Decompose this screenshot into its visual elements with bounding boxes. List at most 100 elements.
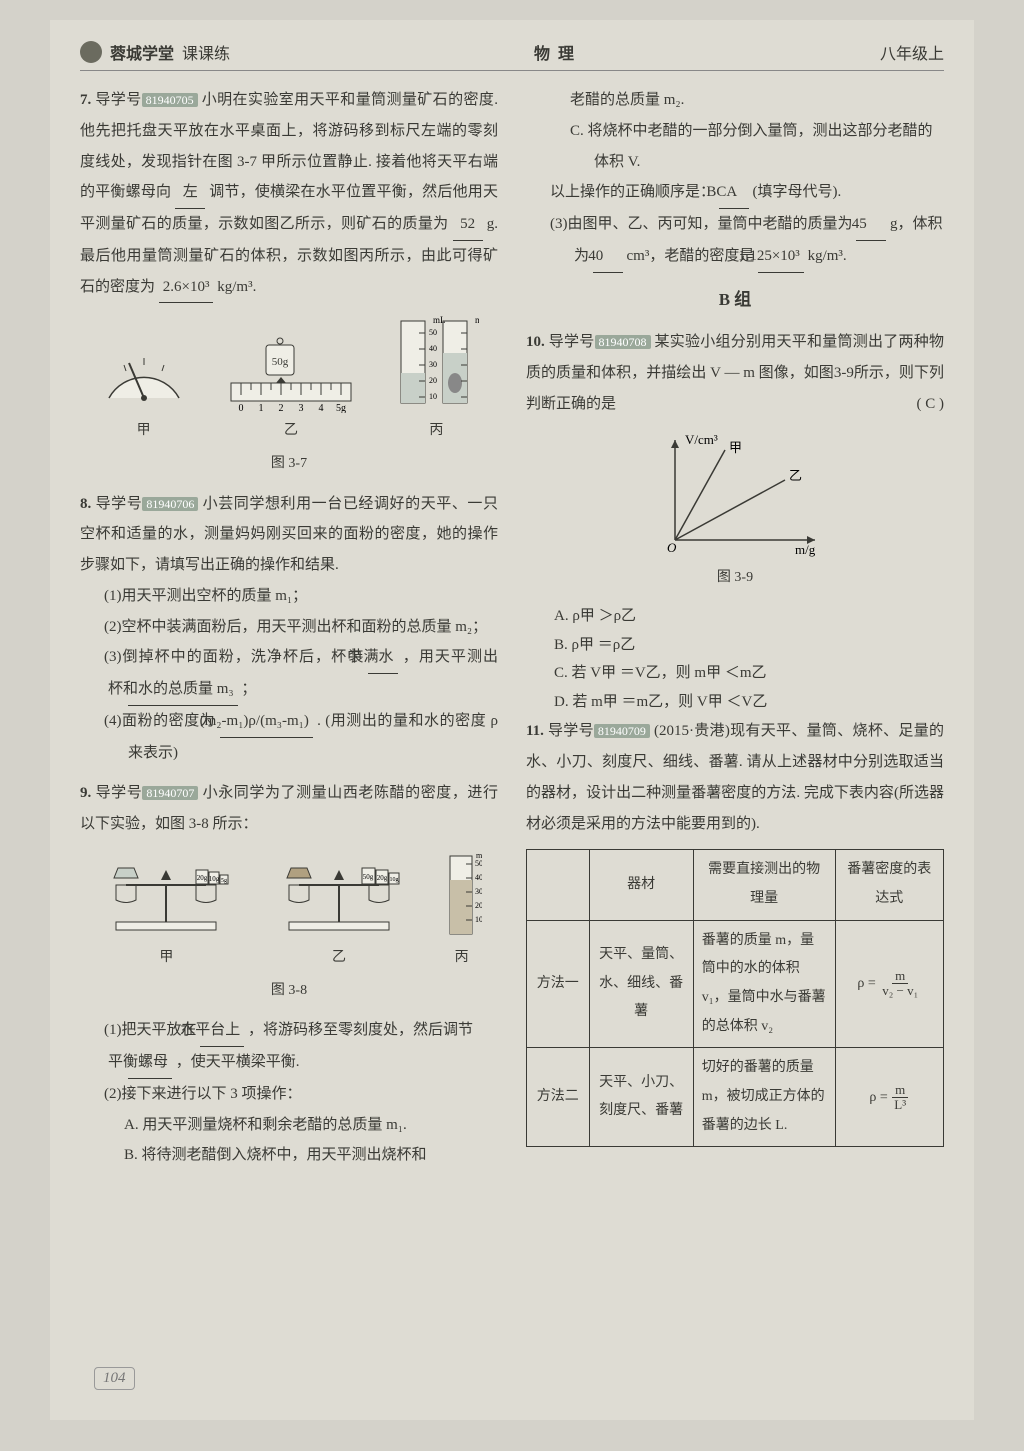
svg-text:20: 20: [475, 901, 482, 910]
svg-text:30: 30: [475, 887, 482, 896]
q10-optD: D. 若 m甲 ＝m乙，则 V甲 ＜V乙: [554, 688, 944, 717]
fig37-label-c: 丙: [393, 417, 479, 446]
q9-s1: (1)把天平放在 水平台上 ，将游码移至零刻度处，然后调节 平衡螺母 ，使天平横…: [104, 1015, 498, 1079]
q8-num: 8.: [80, 496, 91, 512]
svg-text:O: O: [667, 540, 677, 555]
fig39-graph-icon: V/cm³ m/g O 甲 乙: [645, 430, 825, 560]
svg-text:20: 20: [429, 376, 437, 385]
svg-text:0: 0: [238, 403, 243, 413]
t11-h3: 番薯密度的表达式: [835, 850, 943, 920]
fig38-label-a: 甲: [96, 944, 236, 973]
q11-tag-label: 导学号: [548, 723, 594, 739]
table-row: 方法二 天平、小刀、刻度尺、番薯 切好的番薯的质量 m，被切成正方体的番薯的边长…: [527, 1048, 944, 1147]
q8-s3c: ；: [241, 681, 256, 697]
svg-text:50g: 50g: [363, 873, 374, 881]
q9-s1c: ，使天平横梁平衡.: [176, 1054, 300, 1070]
q9-order-a: 以上操作的正确顺序是：: [550, 184, 715, 200]
fig39-line1: 甲: [729, 440, 742, 455]
brand-text: 蓉城学堂: [110, 40, 174, 64]
svg-text:30: 30: [429, 360, 437, 369]
q9-cont: 老醋的总质量 m₂.: [570, 85, 944, 116]
q7-num: 7.: [80, 92, 91, 108]
t11-r2c3-n: m: [892, 1083, 908, 1098]
t11-h1: 器材: [589, 850, 693, 920]
q10-optB: B. ρ甲 ＝ρ乙: [554, 631, 944, 660]
q9-s3-blank1: 45: [856, 209, 886, 241]
svg-text:20g: 20g: [197, 874, 208, 882]
fig38-yi-icon: 50g 20g 10g: [269, 860, 409, 940]
q9-s3-blank3: 1.125×10³: [758, 241, 804, 273]
q7-blank3: 2.6×10³: [159, 272, 214, 304]
page: 蓉城学堂 课课练 物 理 八年级上 7. 导学号81940705 小明在实验室用…: [50, 20, 974, 1420]
fig38-label-c: 丙: [442, 944, 482, 973]
q8-s3: (3)倒掉杯中的面粉，洗净杯后，杯中 装满水 ，用天平测出 杯和水的总质量 m₃…: [104, 642, 498, 706]
t11-r2c2: 切好的番薯的质量 m，被切成正方体的番薯的边长 L.: [693, 1048, 835, 1147]
q8-s3a: (3)倒掉杯中的面粉，洗净杯后，杯中: [104, 649, 363, 665]
svg-text:40: 40: [475, 873, 482, 882]
q9-s1-blank2: 平衡螺母: [128, 1047, 172, 1079]
fig37-bing-icon: mLmL 5040 3020 10: [393, 313, 479, 413]
fig-3-8: 20g 10g 5g 甲: [80, 850, 498, 973]
t11-r1c2: 番薯的质量 m，量筒中的水的体积 v₁，量筒中水与番薯的总体积 v₂: [693, 920, 835, 1048]
question-8: 8. 导学号81940706 小芸同学想利用一台已经调好的天平、一只空杯和适量的…: [80, 489, 498, 769]
left-column: 7. 导学号81940705 小明在实验室用天平和量筒测量矿石的密度. 他先把托…: [80, 85, 498, 1171]
q7-code: 81940705: [142, 93, 198, 107]
right-column: 老醋的总质量 m₂. C. 将烧杯中老醋的一部分倒入量筒，测出这部分老醋的体积 …: [526, 85, 944, 1171]
t11-r1c0: 方法一: [527, 920, 590, 1048]
t11-r1c3: ρ = mv₂ − v₁: [835, 920, 943, 1048]
t11-h2: 需要直接测出的物理量: [693, 850, 835, 920]
t11-r1c3-d: v₂ − v₁: [879, 984, 921, 998]
q9-order-blank: BCA: [719, 177, 749, 209]
subtitle-text: 课课练: [182, 40, 230, 64]
q9-s3-blank2: 40: [593, 241, 623, 273]
svg-text:10: 10: [475, 915, 482, 924]
q10-optC: C. 若 V甲 ＝V乙，则 m甲 ＜m乙: [554, 659, 944, 688]
svg-text:5g: 5g: [221, 878, 227, 884]
q10-optA: A. ρ甲 ＞ρ乙: [554, 602, 944, 631]
question-9: 9. 导学号81940707 小永同学为了测量山西老陈醋的密度，进行以下实验，如…: [80, 778, 498, 840]
t11-r1c1: 天平、量筒、水、细线、番薯: [589, 920, 693, 1048]
svg-text:40: 40: [429, 344, 437, 353]
fig39-xlabel: m/g: [795, 542, 816, 557]
t11-r2c3: ρ = mL³: [835, 1048, 943, 1147]
q9-s2C: C. 将烧杯中老醋的一部分倒入量筒，测出这部分老醋的体积 V.: [570, 116, 944, 178]
q7-tag-label: 导学号: [95, 92, 141, 108]
svg-text:10g: 10g: [389, 877, 398, 883]
subject-text: 物 理: [534, 40, 576, 64]
q9-s2B: B. 将待测老醋倒入烧杯中，用天平测出烧杯和: [124, 1140, 498, 1171]
q9-order: 以上操作的正确顺序是： BCA (填字母代号).: [550, 177, 944, 209]
t11-r2c0: 方法二: [527, 1048, 590, 1147]
q11-num: 11.: [526, 723, 544, 739]
q10-answer: ( C ): [917, 389, 945, 420]
q9-tag-label: 导学号: [96, 785, 143, 801]
fig38-bing-icon: mL 5040 3020 10: [442, 850, 482, 940]
question-11: 11. 导学号81940709 (2015·贵港)现有天平、量筒、烧杯、足量的水…: [526, 716, 944, 839]
q9-s1b: ，将游码移至零刻度处，然后调节: [248, 1022, 473, 1038]
svg-text:mL: mL: [433, 315, 446, 325]
group-b-heading: B 组: [526, 283, 944, 318]
fig37-label-a: 甲: [99, 417, 189, 446]
q9-s1-blank1: 水平台上: [200, 1015, 244, 1047]
q9-s3-unit3: kg/m³.: [808, 248, 847, 264]
fig37-label-b: 乙: [226, 417, 356, 446]
svg-text:10g: 10g: [209, 875, 220, 883]
fig-3-9: V/cm³ m/g O 甲 乙 图 3-9: [526, 430, 944, 593]
svg-text:4: 4: [318, 403, 323, 413]
q10-code: 81940708: [595, 335, 651, 349]
q7-unit3: kg/m³.: [217, 279, 256, 295]
q8-s4: (4)面粉的密度为 (m₂-m₁)ρ/(m₃-m₁) . (用测出的量和水的密度…: [104, 706, 498, 769]
q10-options: A. ρ甲 ＞ρ乙 B. ρ甲 ＝ρ乙 C. 若 V甲 ＝V乙，则 m甲 ＜m乙…: [526, 602, 944, 716]
q10-num: 10.: [526, 334, 545, 350]
svg-text:1: 1: [258, 403, 263, 413]
q9-code: 81940707: [142, 786, 198, 800]
q8-s1: (1)用天平测出空杯的质量 m₁；: [104, 581, 498, 612]
svg-text:2: 2: [278, 403, 283, 413]
fig37-jia-icon: [99, 343, 189, 413]
q9-s3a: (3)由图甲、乙、丙可知，量筒中老醋的质量为: [550, 216, 853, 232]
page-header: 蓉城学堂 课课练 物 理 八年级上: [80, 40, 944, 71]
q11-table: 器材 需要直接测出的物理量 番薯密度的表达式 方法一 天平、量筒、水、细线、番薯…: [526, 849, 944, 1147]
question-7: 7. 导学号81940705 小明在实验室用天平和量筒测量矿石的密度. 他先把托…: [80, 85, 498, 303]
fig-3-7: 甲 50g: [80, 313, 498, 446]
q8-tag-label: 导学号: [96, 496, 143, 512]
fig39-caption: 图 3-9: [526, 564, 944, 593]
